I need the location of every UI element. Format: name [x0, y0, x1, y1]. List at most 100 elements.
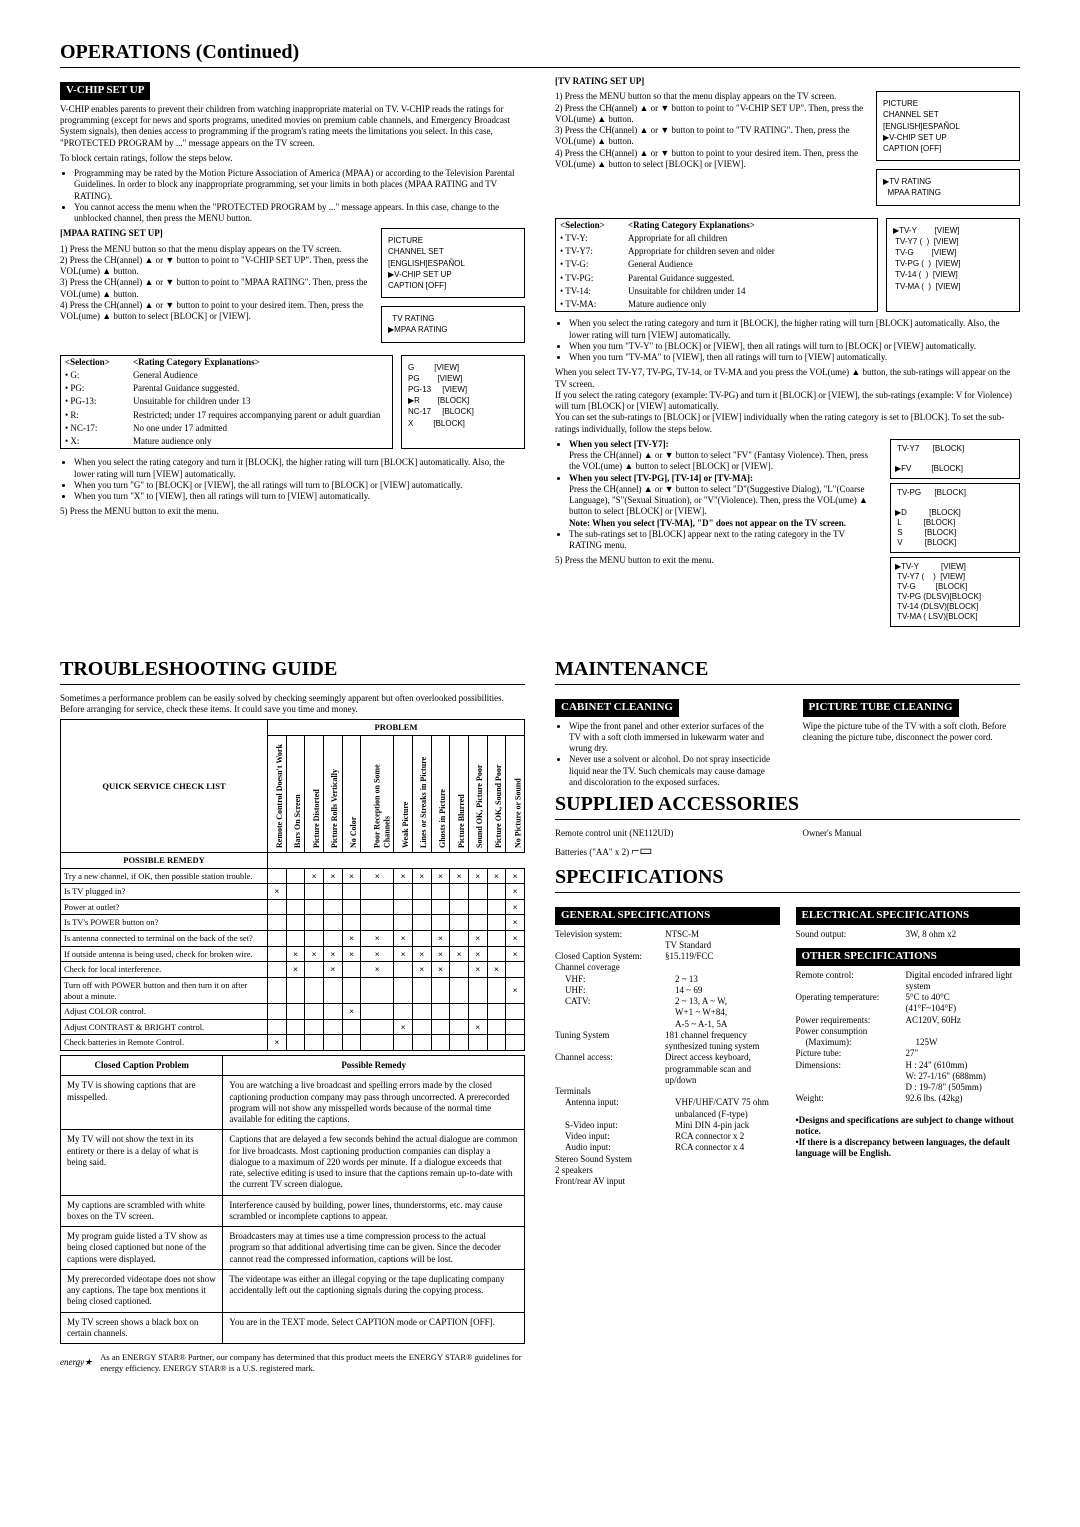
remedy-text: Power at outlet? — [61, 899, 268, 915]
check-mark: × — [506, 946, 525, 962]
rating-code: • TV-PG: — [556, 272, 625, 285]
check-mark — [268, 962, 287, 978]
check-mark — [361, 977, 394, 1003]
check-mark — [342, 1019, 361, 1035]
rating-desc: Mature audience only — [129, 435, 393, 449]
check-mark: × — [487, 962, 506, 978]
check-mark — [450, 977, 469, 1003]
tube-note: Wipe the picture tube of the TV with a s… — [803, 721, 1021, 744]
rating-desc: Parental Guidance suggested. — [624, 272, 878, 285]
problem-column: Picture OK, Sound Poor — [487, 735, 506, 852]
check-mark — [431, 1035, 450, 1051]
closed-caption-table: Closed Caption Problem Possible Remedy M… — [60, 1055, 525, 1344]
check-mark — [394, 1035, 413, 1051]
check-mark — [361, 1004, 394, 1020]
problem-label: PROBLEM — [268, 720, 525, 736]
vchip-intro: V-CHIP enables parents to prevent their … — [60, 104, 525, 149]
check-mark — [342, 1035, 361, 1051]
cc-remedy: You are watching a live broadcast and sp… — [223, 1076, 525, 1130]
supplied-title: SUPPLIED ACCESSORIES — [555, 792, 1020, 817]
cc-remedy: Captions that are delayed a few seconds … — [223, 1130, 525, 1195]
cc-remedy-header: Possible Remedy — [223, 1056, 525, 1076]
cc-problem: My TV is showing captions that are missp… — [61, 1076, 223, 1130]
check-mark: × — [342, 1004, 361, 1020]
rating-desc: Unsuitable for children under 13 — [129, 395, 393, 408]
check-mark: × — [506, 915, 525, 931]
problem-column: Picture Distorted — [305, 735, 324, 852]
check-mark: × — [412, 868, 431, 884]
check-mark — [394, 1004, 413, 1020]
check-mark — [487, 1019, 506, 1035]
spec-key: CATV: — [555, 996, 675, 1030]
note: When you turn "X" to [VIEW], then all ra… — [74, 491, 525, 502]
cabinet-bar: CABINET CLEANING — [555, 699, 679, 717]
tvrating-title: [TV RATING SET UP] — [555, 76, 644, 86]
note: When you turn "TV-MA" to [VIEW], then al… — [569, 352, 1020, 363]
cc-remedy: Interference caused by building, power l… — [223, 1195, 525, 1227]
note: When you turn "G" to [BLOCK] or [VIEW], … — [74, 480, 525, 491]
check-mark: × — [450, 946, 469, 962]
check-mark — [394, 884, 413, 900]
rating-code: • R: — [61, 409, 130, 422]
problem-column: Picture Blurred — [450, 735, 469, 852]
specifications-title: SPECIFICATIONS — [555, 865, 1020, 890]
check-mark — [506, 962, 525, 978]
cabinet-note: Wipe the front panel and other exterior … — [569, 721, 773, 755]
note: When you turn "TV-Y" to [BLOCK] or [VIEW… — [569, 341, 1020, 352]
spec-val: RCA connector x 2 — [675, 1131, 780, 1142]
osd-sub: TV-Y7 [BLOCK] ▶FV [BLOCK] — [890, 439, 1020, 479]
exit-step: 5) Press the MENU button to exit the men… — [60, 506, 525, 517]
vchip-intro2: To block certain ratings, follow the ste… — [60, 153, 525, 164]
sel-title: <Selection> — [560, 220, 605, 230]
check-mark: × — [468, 1019, 487, 1035]
check-mark — [342, 915, 361, 931]
spec-key: (Maximum): — [796, 1037, 916, 1048]
check-mark — [268, 946, 287, 962]
spec-key: Video input: — [555, 1131, 675, 1142]
spec-key: Dimensions: — [796, 1060, 906, 1094]
check-mark — [342, 977, 361, 1003]
cc-problem: My prerecorded videotape does not show a… — [61, 1269, 223, 1312]
maintenance-title: MAINTENANCE — [555, 657, 1020, 682]
check-mark — [487, 884, 506, 900]
energy-star-logo: energy★ — [60, 1357, 92, 1368]
check-mark — [487, 977, 506, 1003]
check-mark — [305, 899, 324, 915]
rating-code: • TV-MA: — [556, 298, 625, 312]
rule — [555, 819, 1020, 820]
check-mark: × — [506, 899, 525, 915]
spec-val: AC120V, 60Hz — [906, 1015, 1021, 1026]
remedy-text: Turn off with POWER button and then turn… — [61, 977, 268, 1003]
check-mark — [342, 962, 361, 978]
check-mark — [286, 868, 305, 884]
check-mark — [450, 1019, 469, 1035]
manual-item: Owner's Manual — [803, 828, 1021, 839]
check-mark: × — [323, 946, 342, 962]
check-mark: × — [412, 946, 431, 962]
check-mark — [412, 884, 431, 900]
sel-title: <Selection> — [65, 357, 110, 367]
spec-val: Mini DIN 4-pin jack — [675, 1120, 780, 1131]
check-mark: × — [361, 962, 394, 978]
check-mark: × — [394, 931, 413, 947]
cabinet-note: Never use a solvent or alcohol. Do not s… — [569, 754, 773, 788]
spec-key: Closed Caption System: — [555, 951, 665, 962]
osd-sub: ▶TV-Y [VIEW] TV-Y7 ( ) [VIEW] TV-G [BLOC… — [890, 557, 1020, 627]
check-mark: × — [268, 1035, 287, 1051]
remedy-text: Check for local interference. — [61, 962, 268, 978]
check-mark — [431, 1004, 450, 1020]
check-mark: × — [506, 884, 525, 900]
check-mark — [305, 931, 324, 947]
rating-code: • X: — [61, 435, 130, 449]
check-mark — [431, 884, 450, 900]
energy-star-text: As an ENERGY STAR® Partner, our company … — [100, 1352, 525, 1373]
spec-key: UHF: — [555, 985, 675, 996]
spec-val: 5°C to 40°C (41°F~104°F) — [906, 992, 1021, 1015]
check-mark — [286, 915, 305, 931]
check-mark — [431, 977, 450, 1003]
check-mark — [305, 977, 324, 1003]
osd-sub: TV-PG [BLOCK] ▶D [BLOCK] L [BLOCK] S [BL… — [890, 483, 1020, 553]
general-bar: GENERAL SPECIFICATIONS — [555, 907, 780, 925]
check-mark — [286, 884, 305, 900]
spec-key: Television system: — [555, 929, 665, 952]
